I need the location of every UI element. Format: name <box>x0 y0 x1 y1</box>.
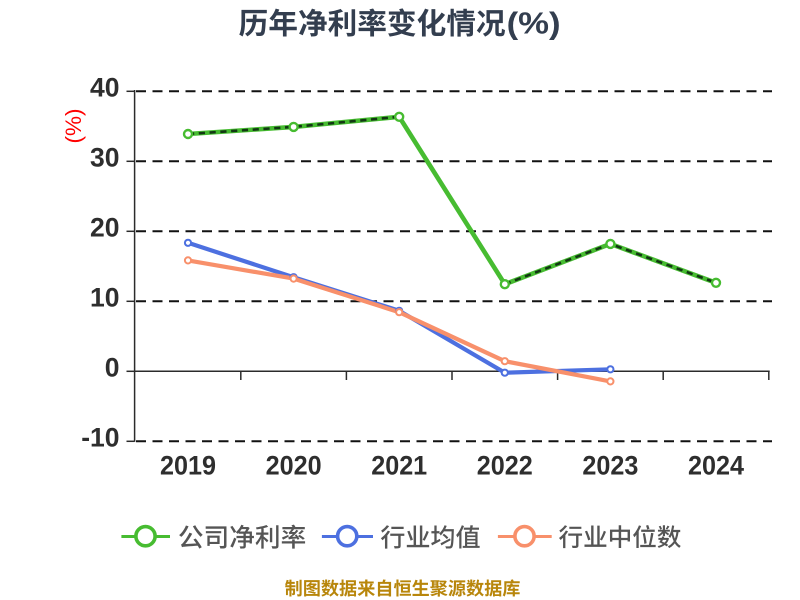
svg-text:2020: 2020 <box>266 451 322 481</box>
svg-text:0: 0 <box>105 353 120 383</box>
svg-text:20: 20 <box>90 213 119 243</box>
svg-text:2023: 2023 <box>582 451 638 481</box>
svg-text:(%): (%) <box>61 109 86 144</box>
svg-text:2021: 2021 <box>371 451 427 481</box>
svg-text:-10: -10 <box>81 423 119 453</box>
svg-text:2024: 2024 <box>688 451 744 481</box>
svg-text:(%): (%) <box>507 7 561 41</box>
svg-text:30: 30 <box>90 143 119 173</box>
svg-text:2019: 2019 <box>160 451 216 481</box>
svg-text:2022: 2022 <box>477 451 533 481</box>
svg-text:10: 10 <box>90 283 119 313</box>
svg-text:40: 40 <box>90 73 119 103</box>
